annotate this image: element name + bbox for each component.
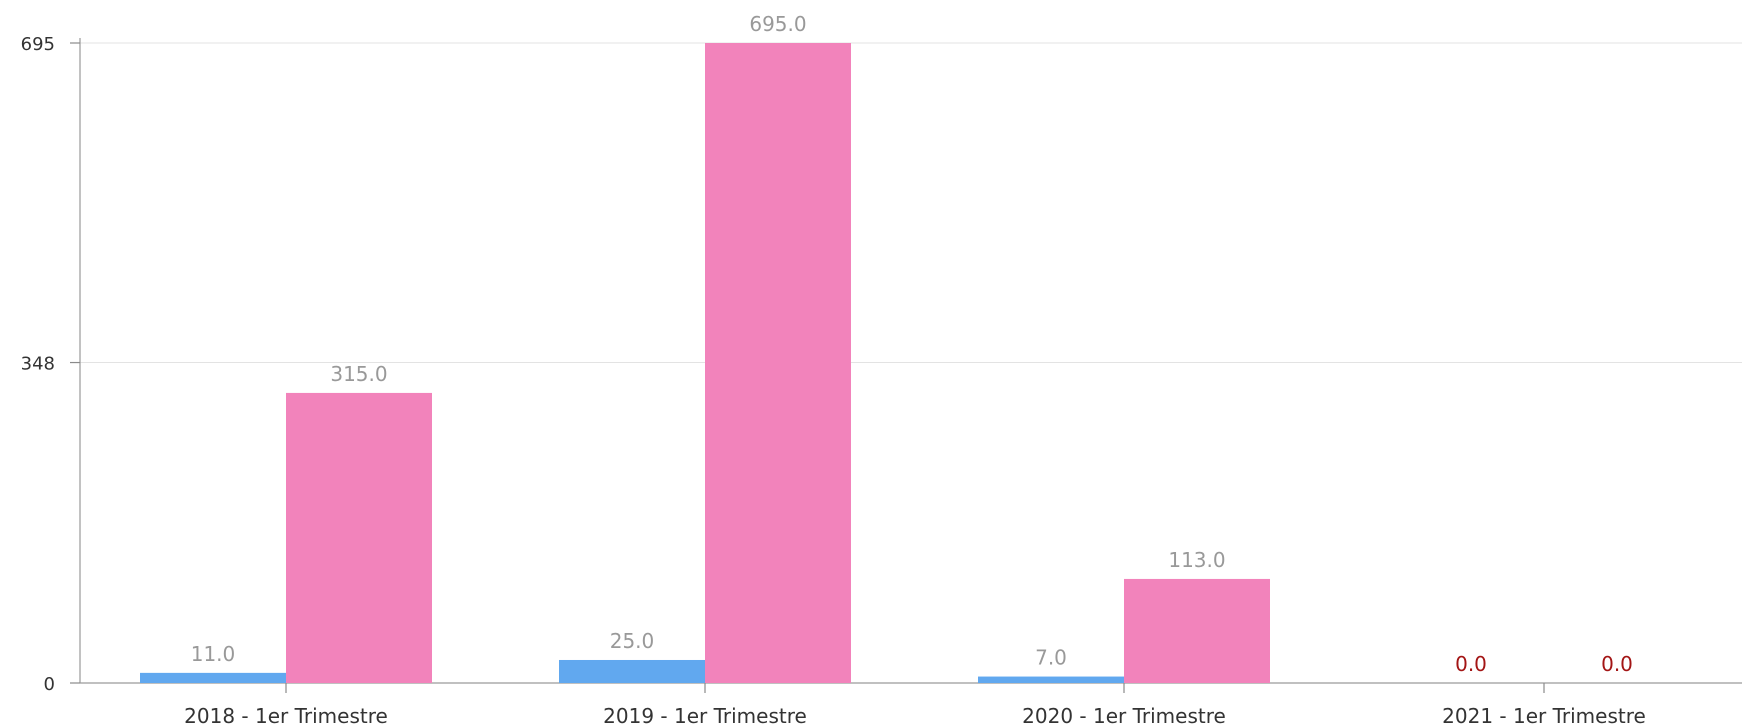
bar xyxy=(978,676,1124,683)
y-tick-label: 0 xyxy=(44,674,55,695)
value-labels: 11.0 315.0 25.0 695.0 7.0 113.0 0.0 0.0 xyxy=(191,12,1633,676)
x-axis-ticks: 2018 - 1er Trimestre 2019 - 1er Trimestre… xyxy=(184,683,1646,728)
y-axis-ticks: 0 348 695 xyxy=(21,34,80,695)
bar-value-label: 0.0 xyxy=(1601,652,1633,676)
bar-value-label: 113.0 xyxy=(1168,548,1225,572)
grid-lines xyxy=(80,42,1742,364)
bar xyxy=(140,672,286,683)
bar-value-label: 7.0 xyxy=(1035,646,1067,670)
y-tick-label: 348 xyxy=(21,354,55,375)
bar xyxy=(559,659,705,683)
bar xyxy=(705,43,851,683)
bars xyxy=(140,43,1270,683)
bar-value-label: 11.0 xyxy=(191,642,236,666)
x-tick-label: 2019 - 1er Trimestre xyxy=(603,704,807,728)
bar-value-label: 695.0 xyxy=(749,12,806,36)
x-tick-label: 2018 - 1er Trimestre xyxy=(184,704,388,728)
bar xyxy=(1124,578,1270,683)
bar-value-label: 0.0 xyxy=(1455,652,1487,676)
bar-value-label: 25.0 xyxy=(610,629,655,653)
bar-value-label: 315.0 xyxy=(330,362,387,386)
x-tick-label: 2021 - 1er Trimestre xyxy=(1442,704,1646,728)
bar xyxy=(286,392,432,683)
x-tick-label: 2020 - 1er Trimestre xyxy=(1022,704,1226,728)
y-tick-label: 695 xyxy=(21,34,55,55)
